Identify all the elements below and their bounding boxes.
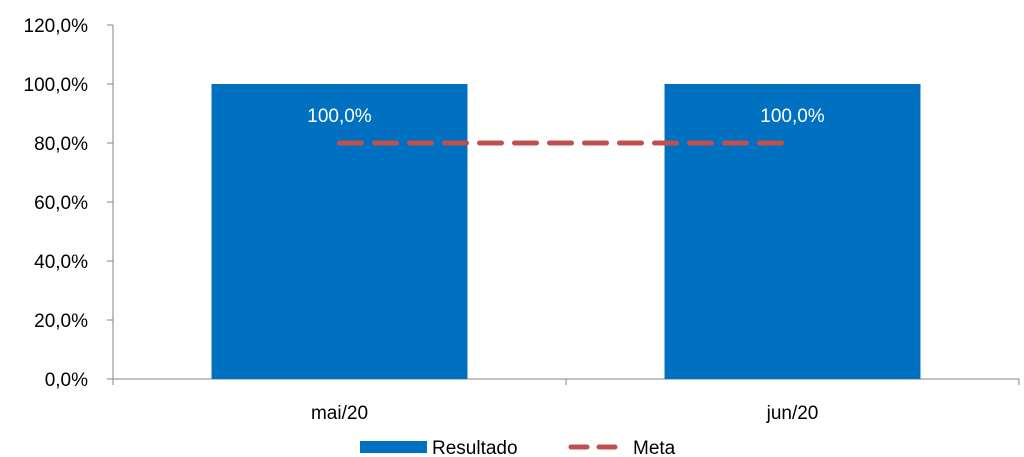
y-tick-label: 80,0%	[34, 134, 88, 155]
y-tick-label: 120,0%	[24, 16, 89, 37]
bar-data-label: 100,0%	[307, 106, 372, 127]
y-tick-label: 60,0%	[34, 193, 88, 214]
x-axis: mai/20 jun/20	[112, 378, 1020, 424]
legend-label-meta: Meta	[633, 438, 676, 457]
legend-swatch-resultado	[360, 441, 427, 453]
x-tick-label: mai/20	[311, 403, 368, 424]
bar	[211, 84, 468, 379]
legend: Resultado Meta	[360, 438, 676, 457]
y-tick-label: 0,0%	[45, 370, 88, 391]
y-tick-label: 40,0%	[34, 252, 88, 273]
legend-label-resultado: Resultado	[432, 438, 518, 457]
y-axis: 0,0% 20,0% 40,0% 60,0% 80,0% 100,0% 120,0%	[24, 16, 114, 391]
bar	[664, 84, 921, 379]
x-tick-label: jun/20	[766, 403, 819, 424]
y-tick-label: 20,0%	[34, 311, 88, 332]
y-tick-label: 100,0%	[24, 75, 89, 96]
bar-series-resultado: 100,0% 100,0%	[211, 84, 921, 379]
bar-data-label: 100,0%	[760, 106, 825, 127]
